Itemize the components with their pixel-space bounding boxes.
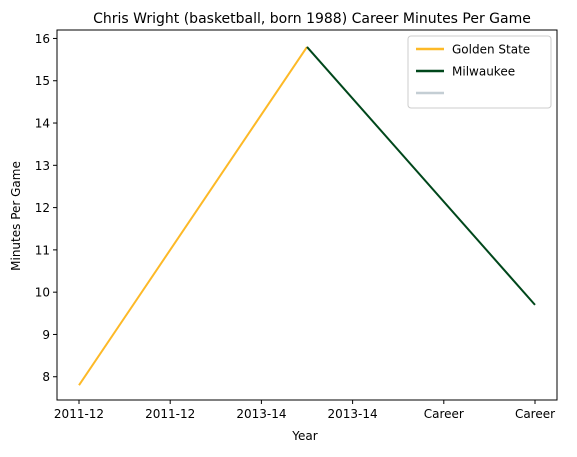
legend-box — [407, 35, 552, 109]
x-axis-label: Year — [291, 429, 317, 443]
y-tick-label: 11 — [35, 243, 50, 257]
x-tick-label: 2013-14 — [328, 407, 378, 421]
y-axis-label: Minutes Per Game — [9, 161, 23, 271]
y-tick-label: 15 — [35, 74, 50, 88]
y-tick-label: 8 — [42, 370, 50, 384]
y-tick-label: 10 — [35, 286, 50, 300]
series-line-1 — [306, 46, 536, 306]
y-tick-label: 12 — [35, 201, 50, 215]
legend-label-1: Milwaukee — [452, 65, 515, 79]
x-tick-label: Career — [424, 407, 464, 421]
plot-area: 8 9 10 11 12 13 14 15 16 2011-12 2011-12 2013-14 201… — [35, 29, 558, 421]
x-tick-label: Career — [515, 407, 555, 421]
x-tick-label: 2011-12 — [145, 407, 195, 421]
y-tick-label: 13 — [35, 159, 50, 173]
y-tick-label: 14 — [35, 117, 50, 131]
legend-label-0: Golden State — [452, 43, 530, 57]
y-tick-label: 16 — [35, 32, 50, 46]
x-tick-label: 2011-12 — [54, 407, 104, 421]
x-tick-label: 2013-14 — [236, 407, 286, 421]
series-line-0 — [78, 46, 308, 386]
chart-title: Chris Wright (basketball, born 1988) Car… — [93, 11, 531, 27]
y-tick-label: 9 — [42, 328, 50, 342]
axes-frame — [56, 29, 558, 401]
